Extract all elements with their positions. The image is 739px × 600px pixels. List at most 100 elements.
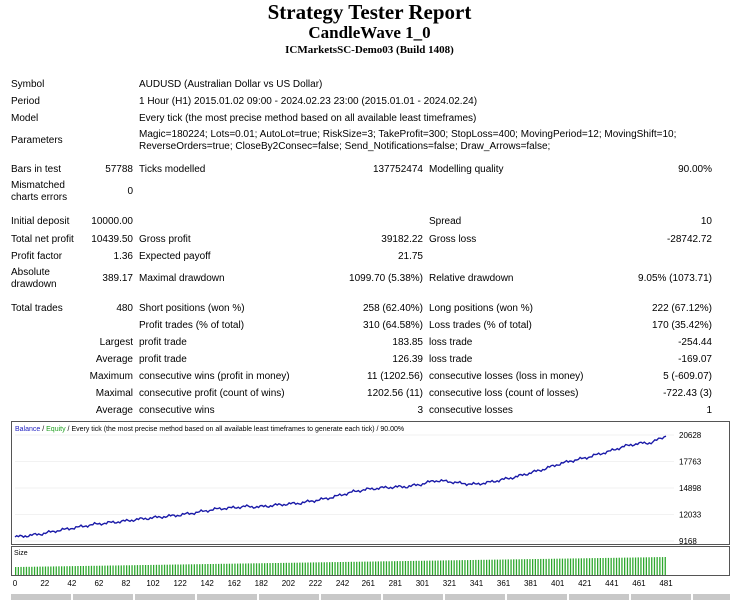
volume-bar	[301, 562, 304, 575]
volume-bar	[648, 557, 650, 575]
volume-bar	[204, 564, 206, 575]
volume-bar	[315, 562, 317, 575]
balance-series-line	[14, 435, 667, 539]
volume-bar	[58, 566, 60, 575]
volume-bar	[583, 558, 585, 575]
volume-bar	[128, 565, 130, 575]
maximal-profit-value: 1202.56 (11)	[367, 388, 423, 399]
volume-bar	[521, 559, 523, 575]
volume-bar	[155, 564, 158, 575]
volume-bar	[212, 564, 214, 575]
volume-bar	[253, 563, 255, 575]
x-tick-label: 461	[632, 579, 646, 588]
volume-bar	[634, 557, 637, 575]
volume-bar	[461, 560, 463, 575]
volume-bar	[33, 566, 36, 575]
y-tick-label: 12033	[679, 511, 702, 520]
volume-bar	[575, 558, 577, 575]
volume-bar	[274, 563, 277, 575]
volume-bar	[147, 565, 149, 575]
y-tick-label: 9168	[679, 537, 697, 545]
volume-bar	[385, 561, 388, 575]
volume-bar	[342, 562, 344, 575]
volume-bar	[144, 565, 147, 575]
average-loss-label: loss trade	[429, 354, 473, 365]
volume-bar	[605, 557, 607, 575]
volume-bar	[101, 565, 103, 575]
volume-bar	[237, 563, 239, 575]
volume-bar	[134, 565, 136, 575]
deposit-value: 10000.00	[91, 216, 133, 227]
volume-bar	[139, 565, 141, 575]
x-axis: 0 22 42 62 82 102 122 142 162 182 202 222 242 261 281 3…	[13, 579, 673, 588]
pf-value: 1.36	[113, 251, 133, 262]
legend-sep: /	[40, 426, 46, 433]
volume-bar	[112, 565, 114, 575]
volume-bar	[77, 566, 79, 575]
volume-bar	[174, 564, 176, 575]
quality-value: 90.00%	[678, 164, 712, 175]
period-value: 1 Hour (H1) 2015.01.02 09:00 - 2024.02.2…	[139, 96, 478, 107]
volume-bar	[380, 561, 382, 575]
volume-bar	[215, 563, 217, 575]
trades-label: Total trades	[11, 303, 63, 314]
volume-bar	[661, 557, 664, 575]
volume-bar	[280, 562, 282, 575]
max-wins-value: 11 (1202.56)	[367, 371, 423, 382]
model-value: Every tick (the most precise method base…	[139, 113, 477, 124]
volume-bar	[513, 559, 515, 575]
volume-bar	[491, 559, 493, 575]
volume-bar	[20, 566, 22, 575]
volume-bar	[329, 562, 331, 575]
grossloss-label: Gross loss	[429, 234, 477, 245]
volume-bar	[345, 561, 347, 575]
volume-bar	[518, 559, 520, 575]
payoff-value: 21.75	[397, 251, 423, 262]
x-tick-label: 242	[336, 579, 350, 588]
parameters-label: Parameters	[11, 135, 63, 146]
volume-bar	[80, 566, 82, 575]
avg-consec-label: Average	[95, 405, 133, 416]
volume-bar	[578, 558, 580, 575]
max-wins-label: consecutive wins (profit in money)	[139, 371, 290, 382]
volume-bar	[17, 567, 19, 575]
volume-bar	[448, 560, 450, 575]
y-tick-label: 14898	[679, 484, 702, 493]
volume-bar	[504, 559, 507, 575]
volume-bar	[651, 557, 653, 575]
volume-bar	[391, 561, 393, 575]
volume-bar	[44, 566, 47, 575]
ptrades-label: Profit trades (% of total)	[139, 320, 245, 331]
volume-bar	[626, 557, 629, 575]
volume-bar	[656, 557, 658, 575]
volume-bar	[96, 565, 98, 575]
volume-bar	[515, 559, 518, 575]
chart-frame	[11, 421, 730, 545]
avg-wins-label: consecutive wins	[139, 405, 215, 416]
volume-bar	[399, 561, 401, 575]
volume-bar	[169, 564, 171, 575]
volume-bar	[588, 558, 591, 575]
volume-bar	[283, 562, 285, 575]
volume-bar	[166, 564, 168, 575]
bars-value: 57788	[105, 164, 133, 175]
volume-bar	[15, 567, 17, 575]
x-tick-label: 22	[40, 579, 49, 588]
volume-bar	[209, 564, 212, 575]
volume-bar	[396, 561, 398, 575]
volume-bar	[618, 557, 620, 575]
volume-bar	[323, 562, 325, 575]
volume-bar	[266, 563, 268, 575]
volume-bar	[664, 557, 666, 575]
volume-bar	[548, 558, 550, 575]
volume-bar	[50, 566, 52, 575]
short-value: 258 (62.40%)	[362, 303, 423, 314]
volume-bar	[52, 566, 55, 575]
volume-bar	[551, 558, 553, 575]
volume-bar	[418, 560, 420, 575]
volume-bar	[475, 559, 477, 575]
volume-bar	[269, 563, 271, 575]
deposit-label: Initial deposit	[11, 216, 70, 227]
volume-bar	[426, 560, 428, 575]
volume-bar	[250, 563, 252, 575]
